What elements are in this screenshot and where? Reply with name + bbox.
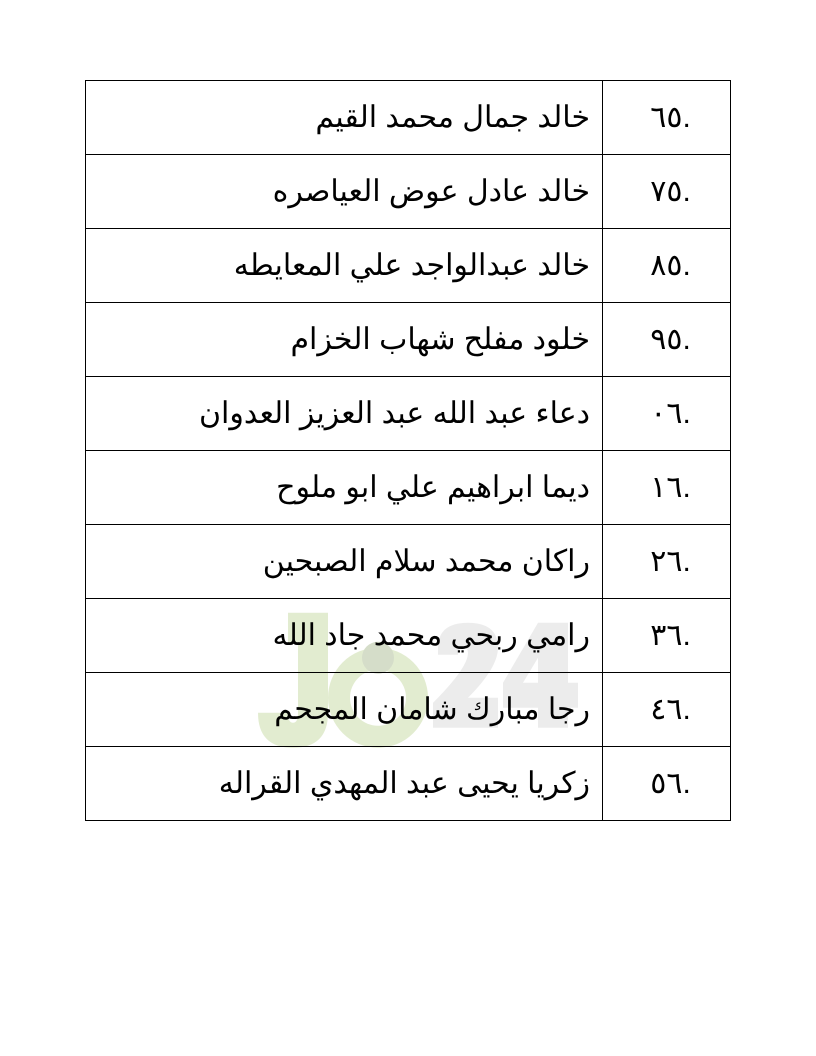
row-name: ديما ابراهيم علي ابو ملوح xyxy=(276,471,590,504)
row-number: ٥٧ xyxy=(650,175,682,208)
names-table: .٥٦خالد جمال محمد القيم.٥٧خالد عادل عوض … xyxy=(85,80,731,821)
row-number-cell: .٦٠ xyxy=(603,377,731,451)
row-number: ٦١ xyxy=(650,471,682,504)
row-number-dot: . xyxy=(682,693,690,726)
row-number: ٦٥ xyxy=(650,767,682,800)
table-row: .٥٨ خالد عبدالواجد علي المعايطه xyxy=(86,229,731,303)
table-row: .٥٦ خالد جمال محمد القيم xyxy=(86,81,731,155)
row-name: خالد جمال محمد القيم xyxy=(315,101,590,134)
row-number: ٥٩ xyxy=(650,323,682,356)
row-name: خالد عبدالواجد علي المعايطه xyxy=(234,249,590,282)
row-name-cell: خالد عبدالواجد علي المعايطه xyxy=(86,229,603,303)
row-number-cell: .٥٩ xyxy=(603,303,731,377)
row-number-cell: .٥٨ xyxy=(603,229,731,303)
row-number-dot: . xyxy=(682,471,690,504)
row-number-cell: .٦١ xyxy=(603,451,731,525)
row-name-cell: زكريا يحيى عبد المهدي القراله xyxy=(86,747,603,821)
row-name-cell: خالد عادل عوض العياصره xyxy=(86,155,603,229)
row-name-cell: دعاء عبد الله عبد العزيز العدوان xyxy=(86,377,603,451)
row-name-cell: خلود مفلح شهاب الخزام xyxy=(86,303,603,377)
row-number-cell: .٥٦ xyxy=(603,81,731,155)
row-name: خلود مفلح شهاب الخزام xyxy=(290,323,590,356)
row-number-dot: . xyxy=(682,545,690,578)
row-number-dot: . xyxy=(682,101,690,134)
row-number-cell: .٦٤ xyxy=(603,673,731,747)
row-number: ٦٣ xyxy=(650,619,682,652)
table-row: .٦١ ديما ابراهيم علي ابو ملوح xyxy=(86,451,731,525)
row-name-cell: رجا مبارك شامان المجحم xyxy=(86,673,603,747)
row-name: خالد عادل عوض العياصره xyxy=(273,175,590,208)
row-number: ٦٠ xyxy=(650,397,682,430)
row-number: ٦٢ xyxy=(650,545,682,578)
row-number-dot: . xyxy=(682,397,690,430)
row-number-dot: . xyxy=(682,767,690,800)
row-name-cell: راكان محمد سلام الصبحين xyxy=(86,525,603,599)
row-name: دعاء عبد الله عبد العزيز العدوان xyxy=(199,397,590,430)
row-number-dot: . xyxy=(682,249,690,282)
row-number: ٥٦ xyxy=(650,101,682,134)
table-row: .٦٥ زكريا يحيى عبد المهدي القراله xyxy=(86,747,731,821)
row-number-cell: .٥٧ xyxy=(603,155,731,229)
row-number: ٦٤ xyxy=(650,693,682,726)
row-number-dot: . xyxy=(682,619,690,652)
row-name: رامي ربحي محمد جاد الله xyxy=(272,619,590,652)
row-name-cell: رامي ربحي محمد جاد الله xyxy=(86,599,603,673)
row-number-dot: . xyxy=(682,175,690,208)
table-row: .٦٠ دعاء عبد الله عبد العزيز العدوان xyxy=(86,377,731,451)
row-name: رجا مبارك شامان المجحم xyxy=(274,693,590,726)
row-name: زكريا يحيى عبد المهدي القراله xyxy=(219,767,590,800)
row-number-dot: . xyxy=(682,323,690,356)
table-row: .٦٣ رامي ربحي محمد جاد الله xyxy=(86,599,731,673)
row-number-cell: .٦٣ xyxy=(603,599,731,673)
table-row: .٥٧ خالد عادل عوض العياصره xyxy=(86,155,731,229)
row-name-cell: خالد جمال محمد القيم xyxy=(86,81,603,155)
table-row: .٦٤ رجا مبارك شامان المجحم xyxy=(86,673,731,747)
row-number-cell: .٦٢ xyxy=(603,525,731,599)
table-row: .٥٩ خلود مفلح شهاب الخزام xyxy=(86,303,731,377)
row-number: ٥٨ xyxy=(650,249,682,282)
table-row: .٦٢ راكان محمد سلام الصبحين xyxy=(86,525,731,599)
row-name-cell: ديما ابراهيم علي ابو ملوح xyxy=(86,451,603,525)
row-name: راكان محمد سلام الصبحين xyxy=(263,545,590,578)
row-number-cell: .٦٥ xyxy=(603,747,731,821)
